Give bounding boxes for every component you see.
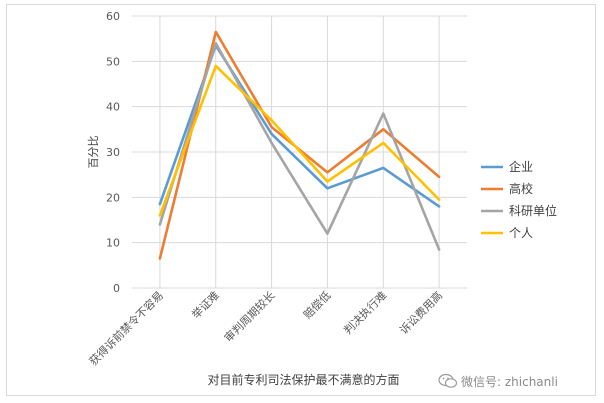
x-tick-label: 审判周期较长: [221, 288, 278, 345]
series-line-4: [158, 64, 441, 217]
y-tick-label: 30: [106, 146, 120, 159]
legend-label: 科研单位: [509, 203, 557, 218]
y-tick-labels: 0 10 20 30 40 50 60: [106, 10, 120, 295]
x-tick-label: 诉讼费用高: [396, 288, 445, 337]
y-tick-label: 60: [106, 10, 120, 23]
gridlines: [132, 15, 467, 289]
y-tick-label: 40: [106, 101, 120, 114]
series-lines: [158, 30, 441, 260]
chart-frame: 0 10 20 30 40 50 60 获得诉前禁令不容易 举证难 审判周期较长 赔偿低 判决执行难…: [6, 4, 596, 396]
x-axis-label: 对目前专利司法保护最不满意的方面: [207, 372, 399, 387]
y-tick-label: 10: [106, 237, 120, 250]
legend-label: 高校: [509, 181, 533, 196]
y-tick-label: 0: [113, 282, 120, 295]
x-tick-labels: 获得诉前禁令不容易 举证难 审判周期较长 赔偿低 判决执行难 诉讼费用高: [86, 288, 445, 368]
y-tick-label: 50: [106, 55, 120, 68]
legend-label: 个人: [509, 226, 533, 240]
legend-label: 企业: [509, 159, 533, 174]
x-tick-label: 获得诉前禁令不容易: [86, 288, 166, 368]
x-tick-label: 赔偿低: [300, 288, 333, 321]
y-axis-label: 百分比: [87, 136, 100, 169]
x-tick-label: 举证难: [189, 288, 222, 321]
x-tick-label: 判决执行难: [341, 288, 390, 337]
series-line-3: [158, 41, 441, 251]
line-chart: 0 10 20 30 40 50 60 获得诉前禁令不容易 举证难 审判周期较长 赔偿低 判决执行难…: [86, 10, 557, 387]
watermark-text: 微信号: zhichanli: [461, 374, 558, 389]
y-tick-label: 20: [106, 191, 120, 204]
series-line-1: [158, 44, 441, 208]
wechat-icon: [438, 373, 458, 388]
watermark: 微信号: zhichanli: [438, 370, 558, 392]
